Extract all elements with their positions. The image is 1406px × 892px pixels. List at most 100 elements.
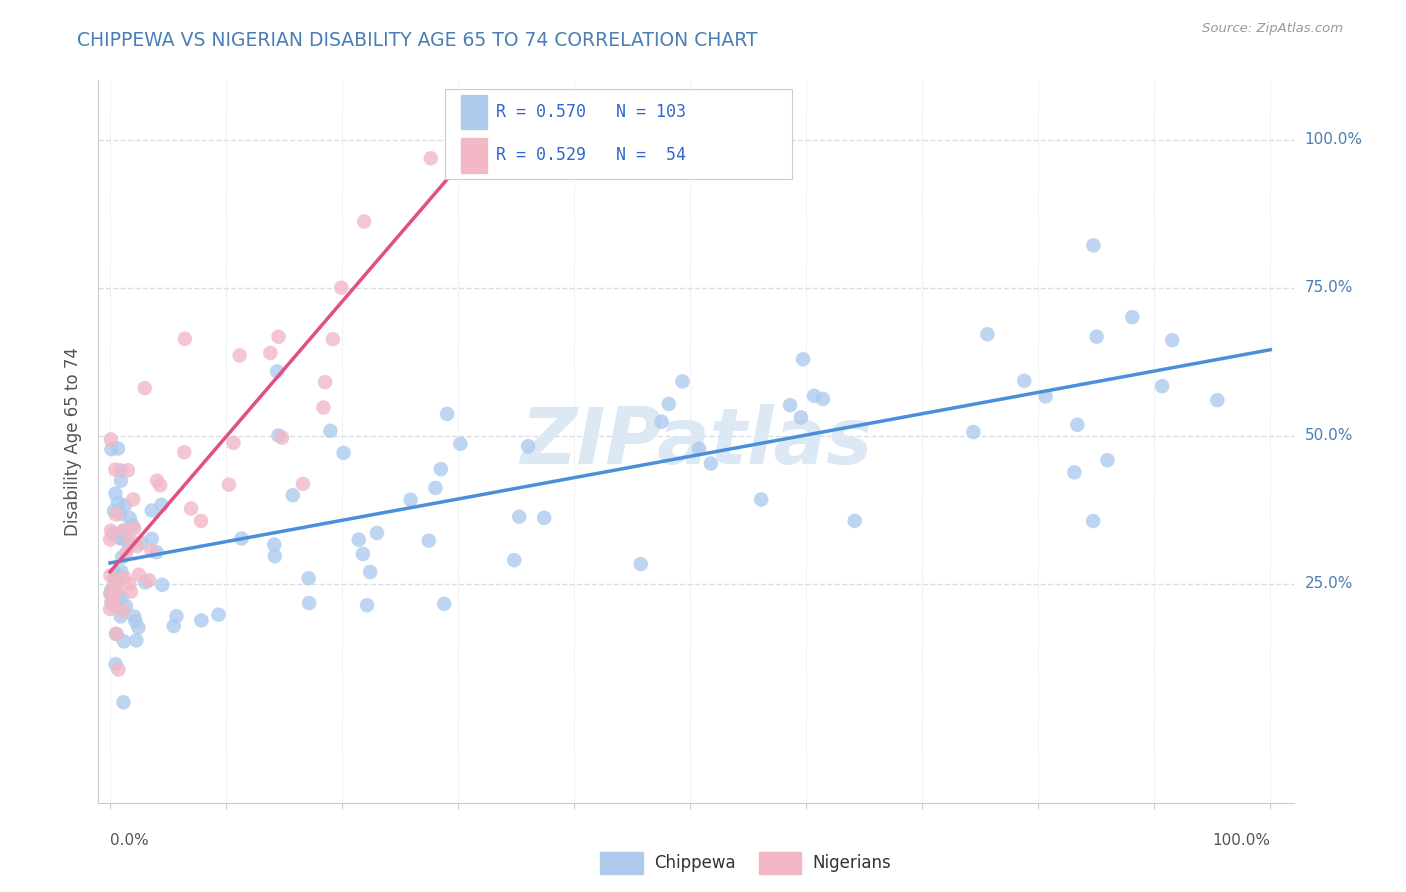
Text: 100.0%: 100.0% — [1212, 833, 1270, 848]
Point — [112, 634, 135, 648]
Point — [228, 348, 250, 362]
Point — [138, 573, 160, 587]
Point — [110, 609, 132, 624]
Point — [103, 599, 125, 613]
Text: Nigerians: Nigerians — [813, 855, 891, 872]
Point — [962, 425, 984, 439]
Text: Source: ZipAtlas.com: Source: ZipAtlas.com — [1202, 22, 1343, 36]
Point — [103, 576, 125, 591]
Point — [108, 507, 131, 521]
Point — [127, 621, 149, 635]
Point — [173, 445, 195, 459]
Point — [312, 401, 335, 415]
Point — [124, 614, 146, 628]
Point — [630, 557, 652, 571]
Point — [141, 544, 163, 558]
Point — [110, 463, 132, 477]
Point — [115, 547, 138, 561]
Point — [425, 481, 447, 495]
Point — [112, 695, 135, 709]
Point — [688, 442, 710, 456]
Text: 100.0%: 100.0% — [1305, 132, 1362, 147]
Point — [180, 501, 202, 516]
Point — [131, 536, 153, 550]
Point — [779, 398, 801, 412]
Point — [231, 532, 253, 546]
Point — [658, 397, 681, 411]
Point — [107, 575, 129, 590]
Text: 50.0%: 50.0% — [1305, 428, 1353, 443]
Point — [118, 511, 141, 525]
Point — [104, 462, 127, 476]
Point — [1085, 329, 1108, 343]
Point — [122, 492, 145, 507]
Point — [671, 375, 693, 389]
Point — [419, 151, 441, 165]
Point — [399, 492, 422, 507]
Point — [100, 595, 122, 609]
Point — [118, 540, 141, 554]
Point — [110, 565, 132, 579]
Bar — [461, 138, 486, 173]
Point — [98, 602, 121, 616]
Point — [150, 498, 173, 512]
Point — [281, 488, 304, 502]
Point — [150, 578, 173, 592]
Point — [347, 533, 370, 547]
Point — [790, 410, 813, 425]
Point — [1066, 417, 1088, 432]
Point — [803, 389, 825, 403]
Point — [111, 590, 134, 604]
Point — [117, 463, 139, 477]
Point — [107, 568, 129, 582]
Point — [100, 442, 122, 457]
Y-axis label: Disability Age 65 to 74: Disability Age 65 to 74 — [65, 347, 83, 536]
Point — [103, 571, 125, 585]
Point — [118, 535, 141, 549]
Point — [1063, 466, 1085, 480]
Point — [271, 431, 294, 445]
Point — [141, 503, 163, 517]
Point — [533, 511, 555, 525]
Point — [111, 531, 134, 545]
Point — [811, 392, 834, 406]
Point — [120, 533, 142, 548]
Point — [115, 599, 138, 613]
Point — [1035, 389, 1057, 403]
Point — [1152, 379, 1174, 393]
Point — [101, 527, 124, 541]
Point — [121, 518, 143, 533]
Point — [314, 375, 336, 389]
Point — [503, 553, 526, 567]
Point — [120, 584, 142, 599]
Point — [330, 281, 353, 295]
Point — [218, 477, 240, 491]
Point — [298, 571, 321, 585]
Point — [146, 474, 169, 488]
Point — [319, 424, 342, 438]
Point — [104, 657, 127, 672]
Point — [1081, 514, 1104, 528]
Point — [105, 567, 128, 582]
Point — [104, 508, 127, 522]
Point — [267, 428, 290, 442]
Bar — [461, 95, 486, 129]
Point — [110, 474, 132, 488]
Point — [122, 609, 145, 624]
Text: CHIPPEWA VS NIGERIAN DISABILITY AGE 65 TO 74 CORRELATION CHART: CHIPPEWA VS NIGERIAN DISABILITY AGE 65 T… — [77, 31, 758, 50]
Point — [651, 415, 673, 429]
Point — [1097, 453, 1119, 467]
Point — [104, 627, 127, 641]
Point — [508, 509, 530, 524]
Point — [103, 592, 125, 607]
Point — [207, 607, 229, 622]
Text: R = 0.529   N =  54: R = 0.529 N = 54 — [496, 146, 686, 164]
Point — [128, 567, 150, 582]
Point — [107, 496, 129, 510]
Point — [433, 597, 456, 611]
Point — [359, 565, 381, 579]
Point — [263, 537, 285, 551]
Point — [112, 571, 135, 585]
Point — [134, 575, 156, 590]
Point — [100, 586, 122, 600]
